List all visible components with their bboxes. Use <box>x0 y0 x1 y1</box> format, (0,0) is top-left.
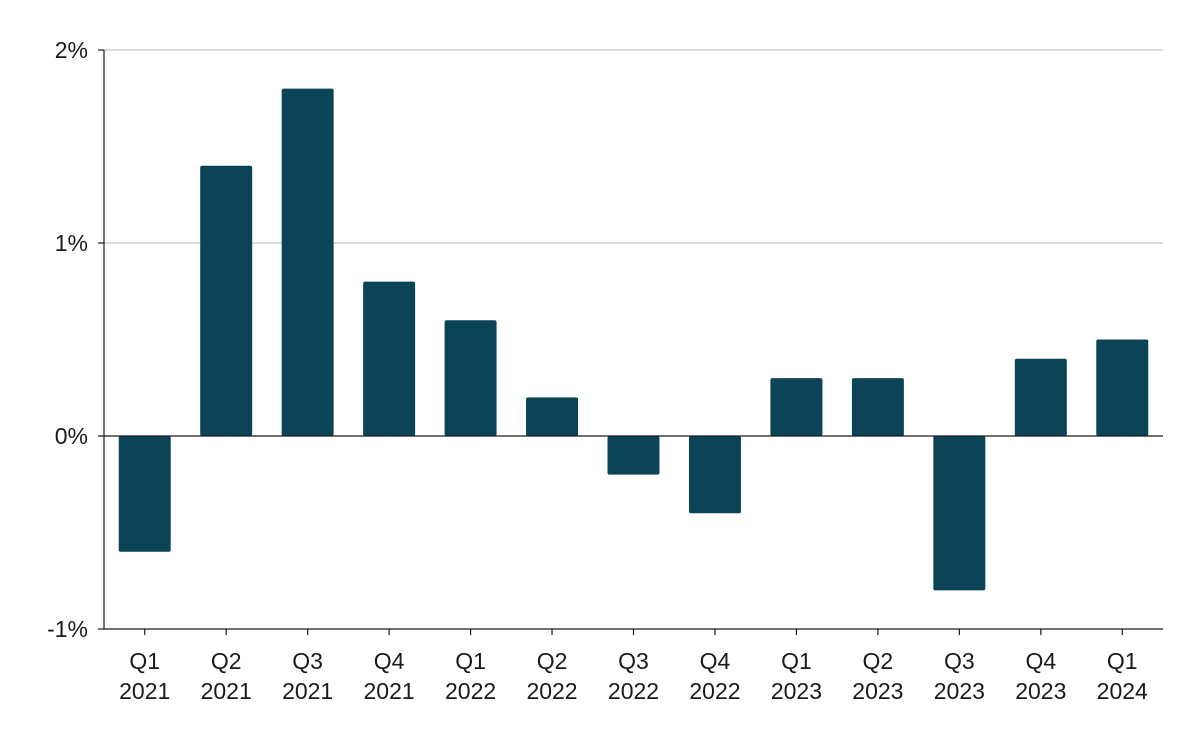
bar <box>1014 358 1067 436</box>
x-tick-label-year: 2023 <box>852 678 903 704</box>
y-tick-label: 0% <box>55 423 88 449</box>
bar <box>1096 339 1149 436</box>
x-tick-label: Q4 2023 <box>1015 648 1066 704</box>
x-tick-label-quarter: Q3 <box>618 648 649 674</box>
x-tick-label-quarter: Q3 <box>292 648 323 674</box>
bar <box>851 378 904 436</box>
x-tick-label: Q4 2022 <box>689 648 740 704</box>
x-tick-label: Q3 2021 <box>282 648 333 704</box>
x-tick-label: Q2 2023 <box>852 648 903 704</box>
x-tick-label-year: 2022 <box>608 678 659 704</box>
x-tick-label-quarter: Q1 <box>781 648 812 674</box>
x-tick-label: Q1 2024 <box>1097 648 1148 704</box>
bar <box>444 320 497 436</box>
axes <box>98 49 1163 635</box>
x-tick-label-year: 2022 <box>526 678 577 704</box>
bar <box>933 436 986 591</box>
bar <box>281 88 334 436</box>
bar <box>607 436 660 475</box>
x-tick-label-quarter: Q2 <box>211 648 242 674</box>
x-tick-label-year: 2021 <box>364 678 415 704</box>
x-tick-label-quarter: Q2 <box>537 648 568 674</box>
bar <box>688 436 741 514</box>
x-tick-label: Q3 2023 <box>934 648 985 704</box>
x-tick-label-year: 2022 <box>689 678 740 704</box>
x-tick-label: Q2 2021 <box>201 648 252 704</box>
x-tick-label-year: 2023 <box>771 678 822 704</box>
bar <box>770 378 823 436</box>
y-tick-label: 2% <box>55 37 88 63</box>
x-tick-label-year: 2021 <box>282 678 333 704</box>
x-tick-label-quarter: Q4 <box>700 648 731 674</box>
gridlines <box>104 49 1163 244</box>
x-tick-label: Q1 2021 <box>119 648 170 704</box>
x-tick-label-quarter: Q3 <box>944 648 975 674</box>
x-tick-label-year: 2024 <box>1097 678 1148 704</box>
bar <box>118 436 171 552</box>
bars <box>118 88 1149 591</box>
x-tick-label-quarter: Q1 <box>129 648 160 674</box>
x-tick-label-quarter: Q4 <box>374 648 405 674</box>
bar <box>526 397 579 436</box>
bar <box>363 281 416 436</box>
x-tick-label-quarter: Q1 <box>1107 648 1138 674</box>
x-tick-label-quarter: Q4 <box>1025 648 1056 674</box>
x-tick-label: Q4 2021 <box>364 648 415 704</box>
x-tick-label-year: 2023 <box>934 678 985 704</box>
x-tick-label-year: 2021 <box>119 678 170 704</box>
x-tick-label-quarter: Q2 <box>863 648 894 674</box>
x-tick-label-year: 2022 <box>445 678 496 704</box>
y-tick-label: -1% <box>47 616 88 642</box>
x-tick-label: Q1 2022 <box>445 648 496 704</box>
x-tick-label: Q2 2022 <box>526 648 577 704</box>
x-tick-label: Q3 2022 <box>608 648 659 704</box>
bar <box>200 165 253 437</box>
x-tick-label: Q1 2023 <box>771 648 822 704</box>
x-tick-label-quarter: Q1 <box>455 648 486 674</box>
y-tick-label: 1% <box>55 230 88 256</box>
x-tick-label-year: 2021 <box>201 678 252 704</box>
x-tick-label-year: 2023 <box>1015 678 1066 704</box>
